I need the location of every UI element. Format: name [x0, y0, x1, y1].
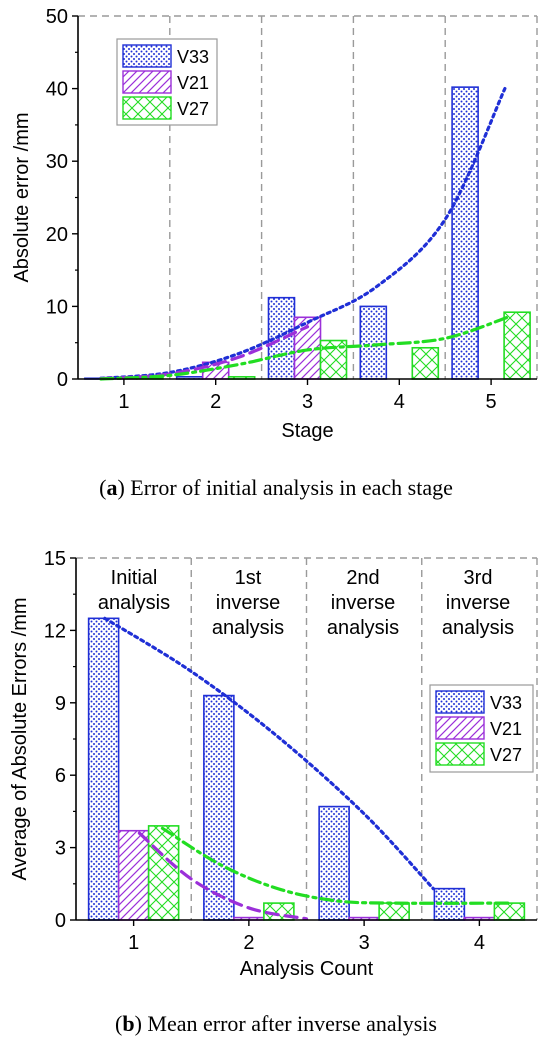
bar-V27-4 [411, 346, 440, 380]
y-tick-label: 3 [55, 838, 66, 860]
grid-lines [76, 557, 538, 920]
x-tick-label: 2 [243, 932, 254, 954]
legend-swatch-V21 [122, 70, 172, 94]
phase-annotation-line: inverse [331, 592, 395, 614]
x-axis-label: Analysis Count [240, 958, 374, 980]
bar-V33-3 [318, 805, 350, 921]
phase-annotation: 1st inverse analysis [212, 567, 284, 639]
phase-annotation-line: 3rd [464, 567, 493, 589]
legend-swatch-V27 [122, 96, 172, 120]
trend-line-V21 [137, 831, 309, 921]
y-tick-label: 50 [46, 6, 68, 28]
x-axis-label: Stage [281, 420, 333, 442]
legend-label-V33: V33 [490, 693, 522, 713]
y-tick-label: 6 [55, 765, 66, 787]
trend-lines [99, 87, 512, 381]
y-tick-label: 40 [46, 79, 68, 101]
caption-a: (a) Error of initial analysis in each st… [99, 475, 453, 500]
legend-label-V27: V27 [490, 745, 522, 765]
caption-b: (b) Mean error after inverse analysis [115, 1011, 437, 1036]
bar-series-group [84, 86, 531, 380]
caption-a-text: ) Error of initial analysis in each stag… [117, 475, 452, 500]
x-tick-label: 4 [394, 391, 405, 413]
x-tick-label: 1 [128, 932, 139, 954]
x-tick-label: 3 [302, 391, 313, 413]
phase-annotation-line: Initial [111, 567, 158, 589]
caption-a-label: a [106, 475, 117, 500]
phase-annotation-line: analysis [98, 592, 170, 614]
phase-annotation-line: 1st [235, 567, 262, 589]
trend-line-V33 [103, 616, 435, 891]
phase-annotation-line: inverse [446, 592, 510, 614]
x-tick-label: 1 [118, 391, 129, 413]
legend-label-V21: V21 [177, 73, 209, 93]
trend-line-V27 [99, 314, 512, 381]
axes: 0 10 20 30 40 50 1 2 3 4 5 [46, 6, 537, 413]
legend-swatch-V33 [122, 44, 172, 68]
phase-annotation: Initial analysis [98, 567, 170, 614]
phase-annotation-line: analysis [212, 617, 284, 639]
y-tick-label: 10 [46, 296, 68, 318]
bar-V33-4 [359, 305, 388, 380]
y-tick-label: 0 [57, 369, 68, 391]
x-tick-label: 3 [359, 932, 370, 954]
caption-b-text: ) Mean error after inverse analysis [135, 1011, 437, 1036]
trend-line-V27 [160, 826, 510, 905]
legend-swatch-V21 [435, 716, 485, 740]
phase-annotation-line: 2nd [346, 567, 379, 589]
phase-annotation-line: analysis [327, 617, 399, 639]
x-tick-label: 4 [474, 932, 485, 954]
phase-annotation: 3rd inverse analysis [442, 567, 514, 639]
phase-annotation-line: analysis [442, 617, 514, 639]
y-axis-label: Absolute error /mm [11, 112, 33, 282]
y-tick-label: 20 [46, 224, 68, 246]
legend-label-V27: V27 [177, 99, 209, 119]
y-tick-label: 0 [55, 910, 66, 932]
y-tick-label: 30 [46, 151, 68, 173]
legend: V33 V21 V27 [116, 38, 218, 126]
y-axis-label: Average of Absolute Errors /mm [9, 597, 31, 880]
trend-lines [103, 616, 510, 921]
bar-series-group [87, 617, 526, 921]
bar-V27-1 [147, 825, 180, 921]
bar-V27-4 [493, 902, 526, 921]
y-tick-label: 15 [44, 548, 66, 570]
chart-panel-a: 0 10 20 30 40 50 1 2 3 4 5 V33 V21 V27 Absolute erro… [11, 6, 538, 442]
bar-V27-3 [378, 902, 410, 921]
phase-annotation-line: inverse [216, 592, 280, 614]
legend-swatch-V33 [435, 690, 485, 714]
bar-V33-1 [87, 617, 120, 921]
x-tick-label: 5 [486, 391, 497, 413]
x-tick-label: 2 [210, 391, 221, 413]
y-tick-label: 12 [44, 620, 66, 642]
bar-V21-1 [117, 829, 150, 921]
legend-swatch-V27 [435, 742, 485, 766]
legend-label-V33: V33 [177, 47, 209, 67]
phase-annotations: Initial analysis 1st inverse analysis 2nd inve… [98, 567, 514, 639]
legend: V33 V21 V27 [429, 684, 534, 773]
chart-panel-b: Initial analysis 1st inverse analysis 2nd inve… [9, 548, 538, 980]
grid-lines [78, 15, 538, 379]
legend-label-V21: V21 [490, 719, 522, 739]
caption-b-label: b [122, 1011, 134, 1036]
bar-V33-2 [203, 694, 235, 921]
phase-annotation: 2nd inverse analysis [327, 567, 399, 639]
y-tick-label: 9 [55, 693, 66, 715]
bar-V27-5 [503, 311, 531, 380]
